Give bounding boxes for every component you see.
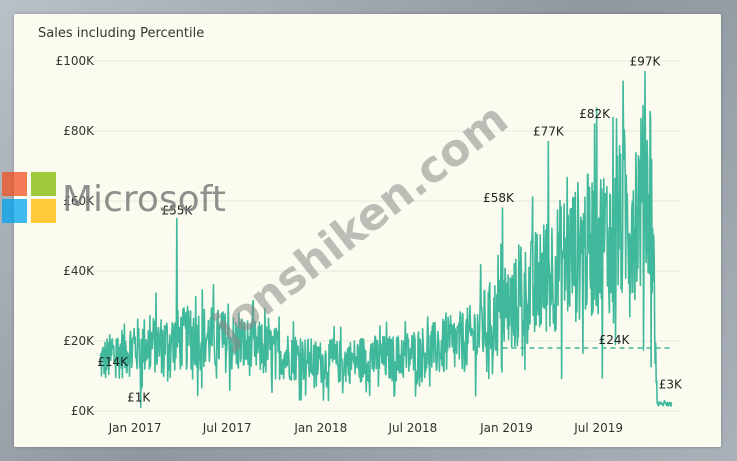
y-tick-label: £0K (71, 404, 95, 418)
y-axis: £0K £20K £40K £60K £80K £100K (56, 54, 96, 418)
data-label: £55K (161, 204, 193, 218)
data-label: £1K (127, 391, 151, 405)
y-tick-label: £60K (63, 194, 95, 208)
x-tick-label: Jan 2017 (108, 421, 162, 435)
logo-square (31, 199, 56, 223)
percentile-line: £24K (502, 333, 672, 349)
x-tick-label: Jan 2019 (479, 421, 533, 435)
y-tick-label: £80K (63, 124, 95, 138)
data-label: £58K (483, 191, 515, 205)
x-tick-label: Jan 2018 (293, 421, 347, 435)
y-tick-label: £100K (56, 54, 96, 68)
x-tick-label: Jul 2019 (573, 421, 623, 435)
x-axis: Jan 2017 Jul 2017 Jan 2018 Jul 2018 Jan 2019… (108, 421, 623, 435)
logo-square (2, 199, 27, 223)
data-label: £3K (659, 378, 683, 392)
y-tick-label: £20K (63, 334, 95, 348)
data-label: £97K (630, 55, 662, 69)
y-tick-label: £40K (63, 264, 95, 278)
data-label: £14K (97, 355, 129, 369)
watermark-logo-text: Microsoft (62, 179, 226, 220)
chart-title: Sales including Percentile (38, 26, 205, 41)
series-sales (99, 70, 673, 409)
data-label: £77K (533, 125, 565, 139)
series-line (99, 70, 673, 409)
data-labels: £14K £1K £55K £58K £77K £82K £97K £3K (97, 55, 683, 405)
x-tick-label: Jul 2017 (202, 421, 252, 435)
percentile-label: £24K (599, 333, 631, 347)
x-tick-label: Jul 2018 (387, 421, 437, 435)
data-label: £82K (579, 107, 611, 121)
logo-square (2, 172, 27, 196)
logo-square (31, 172, 56, 196)
